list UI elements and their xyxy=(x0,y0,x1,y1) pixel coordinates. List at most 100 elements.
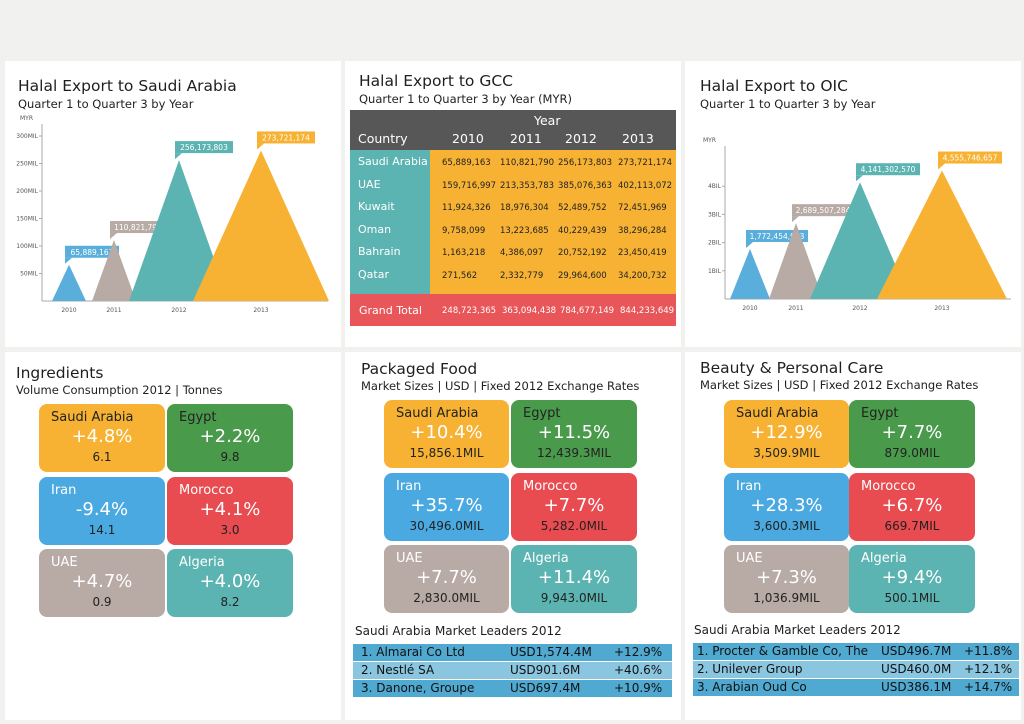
area-mark xyxy=(193,150,329,301)
tile-value: 879.0MIL xyxy=(884,446,940,460)
country-tile: Iran +28.3% 3,600.3MIL xyxy=(724,473,849,541)
data-label-pointer xyxy=(856,175,863,182)
data-label-box xyxy=(257,131,315,144)
panel-title: Beauty & Personal Care xyxy=(700,359,884,377)
tile-value: 9.8 xyxy=(220,450,240,464)
value-cell: 159,716,997 xyxy=(442,180,497,191)
value-cell: 213,353,783 xyxy=(500,180,555,191)
y-tick-label: 300MIL xyxy=(16,133,38,140)
value-cell: 110,821,790 xyxy=(500,158,555,168)
tile-country-name: Egypt xyxy=(523,406,561,421)
table-row: Saudi Arabia 65,889,163 110,821,790 256,173… xyxy=(350,154,676,174)
value-cell: 20,752,192 xyxy=(558,248,607,259)
leader-change: +10.9% xyxy=(614,681,663,695)
column-header: 2010 xyxy=(452,131,484,146)
table-row: Kuwait 11,924,326 18,976,304 52,489,752 72,4… xyxy=(350,199,676,219)
country-tile: Algeria +11.4% 9,943.0MIL xyxy=(511,545,637,613)
tile-growth-percent: +2.2% xyxy=(199,426,261,447)
tile-country-name: UAE xyxy=(396,551,423,566)
country-cell: Qatar xyxy=(358,268,389,281)
leader-row: 1. Procter & Gamble Co, The USD496.7M +11.… xyxy=(693,643,1019,660)
leader-value: USD496.7M xyxy=(881,644,952,658)
data-label-pointer xyxy=(65,257,72,264)
tile-value: 8.2 xyxy=(220,595,240,609)
y-tick-label: 50MIL xyxy=(20,271,39,278)
tile-value: 5,282.0MIL xyxy=(540,519,608,533)
country-tile: Saudi Arabia +4.8% 6.1 xyxy=(39,404,165,472)
country-tile: Egypt +2.2% 9.8 xyxy=(167,404,293,472)
tile-country-name: Morocco xyxy=(861,479,916,494)
panel-title: Halal Export to OIC xyxy=(700,77,848,95)
leader-name: 3. Arabian Oud Co xyxy=(697,680,807,694)
leader-name: 2. Unilever Group xyxy=(697,662,803,676)
column-header: Country xyxy=(358,131,408,146)
tile-country-name: Saudi Arabia xyxy=(51,410,134,425)
country-tile: UAE +4.7% 0.9 xyxy=(39,549,165,617)
country-tile: Morocco +4.1% 3.0 xyxy=(167,477,293,545)
leader-value: USD697.4M xyxy=(510,681,581,695)
value-cell: 65,889,163 xyxy=(442,158,491,168)
country-tile: Morocco +7.7% 5,282.0MIL xyxy=(511,473,637,541)
panel-subtitle: Volume Consumption 2012 | Tonnes xyxy=(16,383,223,397)
panel-title: Halal Export to GCC xyxy=(359,72,514,90)
total-cell: 248,723,365 xyxy=(442,306,497,316)
grand-total-row: Grand Total 248,723,365 363,094,438 784,… xyxy=(350,294,676,326)
panel-subtitle: Quarter 1 to Quarter 3 by Year xyxy=(700,97,876,111)
data-label-pointer xyxy=(110,233,117,240)
leader-value: USD386.1M xyxy=(881,680,952,694)
value-cell: 38,296,284 xyxy=(618,225,667,236)
leader-value: USD901.6M xyxy=(510,663,581,677)
x-tick-label: 2010 xyxy=(742,305,757,312)
data-label: 110,821,790 xyxy=(114,223,162,232)
data-label: 1,772,454,903 xyxy=(750,232,805,241)
tile-country-name: Iran xyxy=(736,479,762,494)
tile-growth-percent: +28.3% xyxy=(750,495,823,516)
column-header: 2013 xyxy=(622,131,654,146)
tile-country-name: Algeria xyxy=(861,551,907,566)
y-axis-label: MYR xyxy=(703,137,716,144)
leader-value: USD460.0M xyxy=(881,662,952,676)
value-cell: 34,200,732 xyxy=(618,271,667,281)
country-cell: Oman xyxy=(358,222,392,236)
country-cell: UAE xyxy=(358,177,381,191)
data-label: 4,141,302,570 xyxy=(861,165,916,174)
table-row: Bahrain 1,163,218 4,386,097 20,752,192 23,45… xyxy=(350,244,676,264)
tile-value: 3,600.3MIL xyxy=(753,519,820,533)
leader-change: +14.7% xyxy=(964,680,1013,694)
market-leaders-list: 1. Almarai Co Ltd USD1,574.4M +12.9% 2. Nes… xyxy=(353,644,672,702)
y-tick-label: 200MIL xyxy=(16,188,38,195)
table-row: Qatar 271,562 2,332,779 29,964,600 34,200,73… xyxy=(350,267,676,287)
data-label: 65,889,163 xyxy=(71,248,114,257)
y-tick-label: 2BIL xyxy=(708,240,722,247)
y-tick-label: 250MIL xyxy=(16,161,38,168)
panel-subtitle: Quarter 1 to Quarter 3 by Year (MYR) xyxy=(359,92,572,106)
tile-growth-percent: +7.7% xyxy=(881,422,943,443)
saudi-export-panel: Halal Export to Saudi Arabia Quarter 1 t… xyxy=(5,61,341,347)
gcc-export-table: Year Country 2010 2011 2012 2013 Saudi A… xyxy=(350,110,676,326)
country-cell: Bahrain xyxy=(358,245,401,259)
beauty-panel: Beauty & Personal Care Market Sizes | US… xyxy=(685,352,1021,720)
table-row: Oman 9,758,099 13,223,685 40,229,439 38,296,… xyxy=(350,222,676,242)
x-tick-label: 2011 xyxy=(106,307,121,314)
total-cell: 784,677,149 xyxy=(560,306,615,316)
tile-value: 9,943.0MIL xyxy=(540,591,608,605)
value-cell: 2,332,779 xyxy=(500,271,544,281)
tile-country-name: UAE xyxy=(51,555,78,570)
data-label-pointer xyxy=(938,163,945,170)
tile-value: 30,496.0MIL xyxy=(409,519,484,533)
data-label-pointer xyxy=(257,143,264,150)
leader-change: +12.1% xyxy=(964,662,1013,676)
tile-growth-percent: +12.9% xyxy=(750,422,823,443)
panel-title: Halal Export to Saudi Arabia xyxy=(18,77,237,95)
tile-country-name: Algeria xyxy=(179,555,225,570)
y-tick-label: 150MIL xyxy=(16,216,38,223)
x-tick-label: 2010 xyxy=(61,307,76,314)
leaders-title: Saudi Arabia Market Leaders 2012 xyxy=(694,623,901,637)
tile-growth-percent: +11.5% xyxy=(537,422,611,443)
tile-growth-percent: -9.4% xyxy=(75,499,129,520)
total-cell: 844,233,649 xyxy=(620,306,675,316)
area-mark xyxy=(52,264,86,301)
tile-value: 12,439.3MIL xyxy=(536,446,611,460)
tile-growth-percent: +7.7% xyxy=(543,495,605,516)
y-tick-label: 1BIL xyxy=(708,268,722,275)
